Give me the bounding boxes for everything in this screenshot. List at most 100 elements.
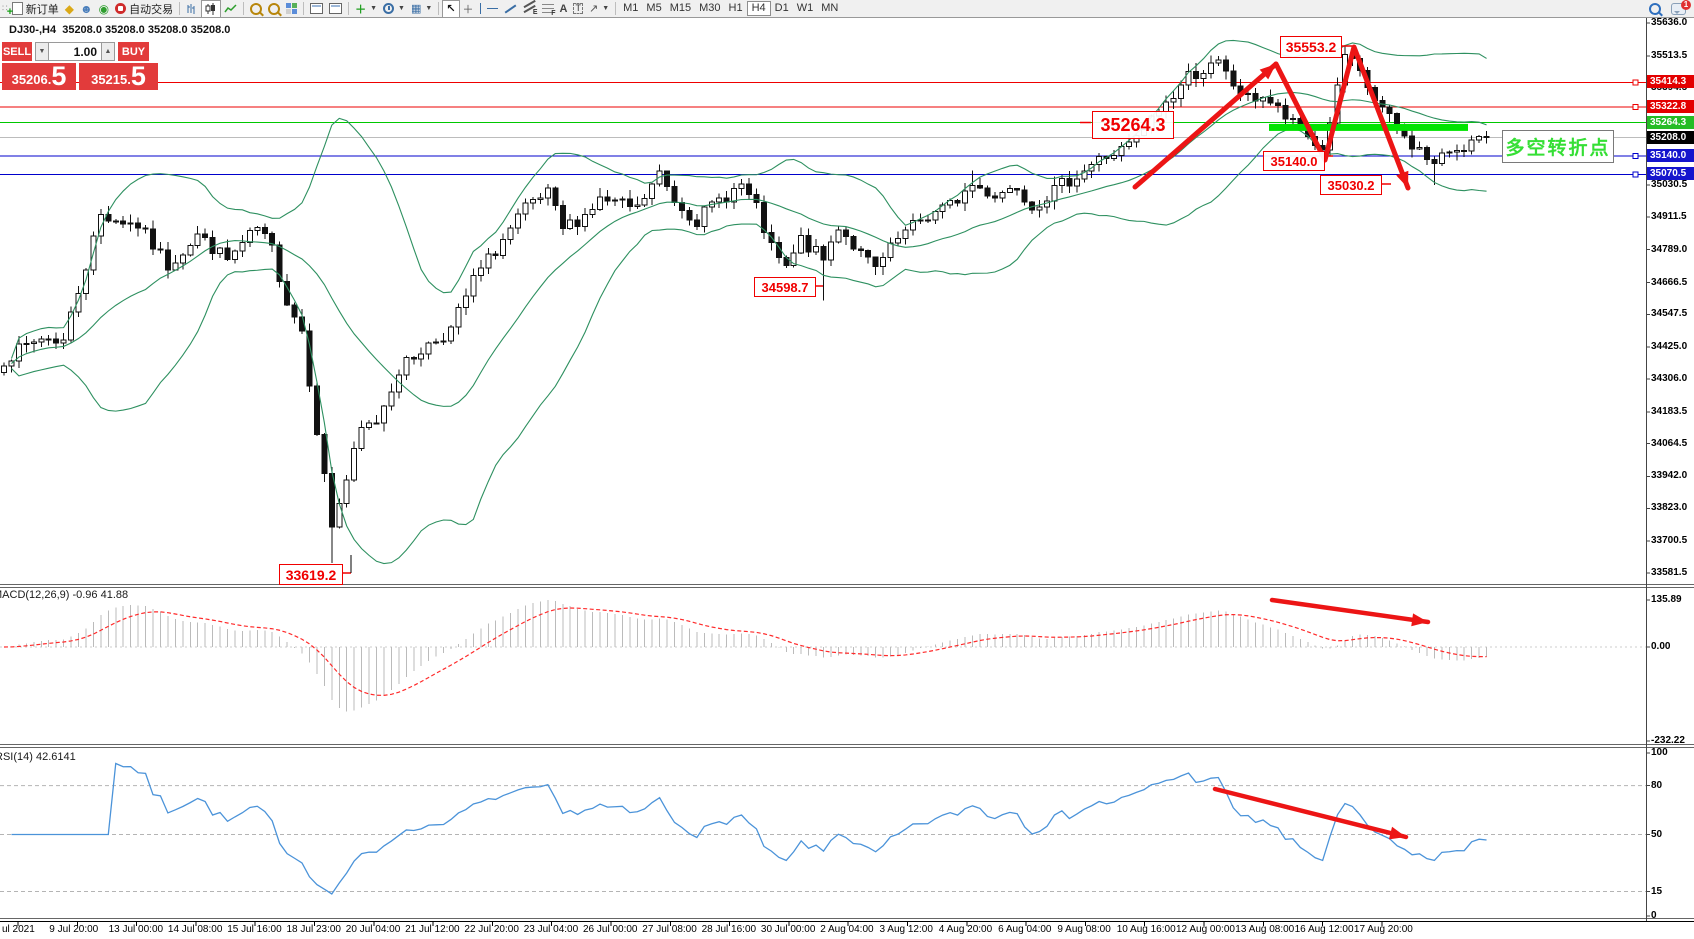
horizontal-levels[interactable] [0,79,1646,178]
toolbar-separator [615,2,617,15]
window-cascade-button[interactable] [326,1,345,17]
timeframe-h1[interactable]: H1 [728,2,743,14]
price-annotation[interactable]: 35264.3 [1092,111,1174,139]
buy-button[interactable]: BUY [118,42,149,61]
price-annotation[interactable]: 35030.2 [1320,175,1382,195]
new-order-icon: + [7,2,23,18]
template-button[interactable]: ▦ ▼ [410,3,433,15]
add-indicator-icon: ＋ [355,3,367,16]
rsi-panel[interactable] [0,747,1646,918]
price-level-label: 35140.0 [1647,148,1694,162]
candlestick-chart-button[interactable] [201,0,222,18]
time-tick-label: 18 Jul 23:00 [286,924,342,935]
price-annotation[interactable]: 33619.2 [279,564,343,585]
zoom-in-button[interactable] [247,1,265,17]
time-tick-label: 9 Aug 08:00 [1057,924,1111,935]
chart-canvas[interactable] [0,17,1694,939]
template-icon: ▦ [410,3,422,15]
price-tick-label: 34911.5 [1651,210,1687,222]
volume-down-stepper[interactable]: ▼ [35,42,49,61]
time-tick-label: 10 Aug 16:00 [1116,924,1176,935]
fibonacci-button[interactable]: F [539,1,557,17]
timeframe-m1[interactable]: M1 [623,2,639,14]
line-chart-button[interactable] [221,1,240,17]
time-tick-label: 9 Jul 20:00 [49,924,99,935]
time-tick-label: 6 Aug 04:00 [998,924,1052,935]
signal-button[interactable]: ◉ [96,1,112,17]
channel-button[interactable]: E [520,0,539,17]
timeframe-m5[interactable]: M5 [646,2,662,14]
search-icon[interactable] [1649,2,1661,15]
macd-panel[interactable] [0,588,1646,744]
buy-price[interactable]: 35215. 5 [79,63,158,90]
price-level-label: 35070.5 [1647,167,1694,181]
toolbar-separator [348,2,350,15]
autotrading-button[interactable]: 自动交易 [112,1,176,17]
time-tick-label: 20 Jul 04:00 [345,924,401,935]
tile-windows-button[interactable] [283,1,300,17]
time-tick-label: 28 Jul 16:00 [701,924,757,935]
horizontal-line-icon [486,8,498,9]
new-order-button[interactable]: + 新订单 [7,1,62,18]
price-tick-label: 35636.0 [1651,17,1688,28]
price-tick-label: 34666.5 [1651,276,1688,288]
trend-arrows[interactable] [1132,44,1431,840]
turning-point-note[interactable]: 多空转折点 [1502,130,1614,163]
price-tick-label: 34425.0 [1651,341,1688,353]
autotrading-label: 自动交易 [129,3,174,16]
volume-input[interactable]: 1.00 [49,42,101,61]
volume-up-stepper[interactable]: ▲ [101,42,115,61]
support-band[interactable] [1269,123,1468,131]
chat-icon[interactable]: 1 [1671,0,1691,15]
rsi-tick-label: 0 [1651,910,1657,921]
shapes-icon: ↗ [588,3,599,15]
sell-button[interactable]: SELL [2,42,32,61]
period-button[interactable]: ▼ [380,1,408,17]
bar-chart-button[interactable] [183,1,201,17]
text-label-button[interactable]: T [570,1,586,17]
window-icon [310,3,324,14]
time-tick-label: 27 Jul 08:00 [642,924,697,935]
rsi-label: RSI(14) 42.6141 [0,751,76,763]
text-button[interactable]: A [557,1,571,17]
time-tick-label: 13 Jul 00:00 [108,924,164,935]
gold-button[interactable]: ◆ [62,1,77,17]
crosshair-button[interactable]: ＋ [460,1,477,17]
price-annotation[interactable]: 34598.7 [754,277,816,297]
trader-button[interactable]: ☻ [77,1,96,17]
zoom-in-icon [250,2,263,15]
price-level-label: 35414.3 [1647,75,1694,89]
timeframe-m30[interactable]: M30 [699,2,721,14]
zoom-out-button[interactable] [265,1,283,17]
trendline-button[interactable] [501,1,520,17]
sell-price[interactable]: 35206. 5 [2,63,76,90]
window-button[interactable] [307,1,326,17]
price-annotation[interactable]: 35553.2 [1280,36,1342,58]
timeframe-w1[interactable]: W1 [796,2,814,14]
cursor-button[interactable]: ↖ [442,0,460,18]
timeframe-d1[interactable]: D1 [774,2,789,14]
time-tick-label: ul 2021 [2,924,35,935]
price-tick-label: 34789.0 [1651,243,1688,255]
timeframe-m15[interactable]: M15 [669,2,692,14]
time-tick-label: 21 Jul 12:00 [405,924,460,935]
bar-chart-icon [187,3,195,14]
add-indicator-button[interactable]: ＋ ▼ [352,1,380,17]
toolbar-grip[interactable]: ∷ [2,3,8,13]
timeframe-h4[interactable]: H4 [746,1,771,16]
time-tick-label: 2 Aug 04:00 [820,924,874,935]
toolbar-separator [179,2,181,15]
vertical-line-button[interactable] [477,1,484,17]
vertical-line-icon [479,3,481,14]
timeframe-mn[interactable]: MN [821,2,839,14]
horizontal-line-button[interactable] [484,1,501,17]
time-tick-label: 30 Jul 00:00 [760,924,816,935]
macd-histogram [10,600,1488,712]
price-tick-label: 35513.5 [1651,49,1688,61]
window-cascade-icon [329,3,343,14]
price-annotation[interactable]: 35140.0 [1263,151,1325,171]
shapes-button[interactable]: ↗ ▼ [588,3,610,15]
time-tick-label: 22 Jul 20:00 [464,924,519,935]
time-tick-label: 15 Jul 16:00 [227,924,282,935]
trader-icon: ☻ [79,1,93,16]
